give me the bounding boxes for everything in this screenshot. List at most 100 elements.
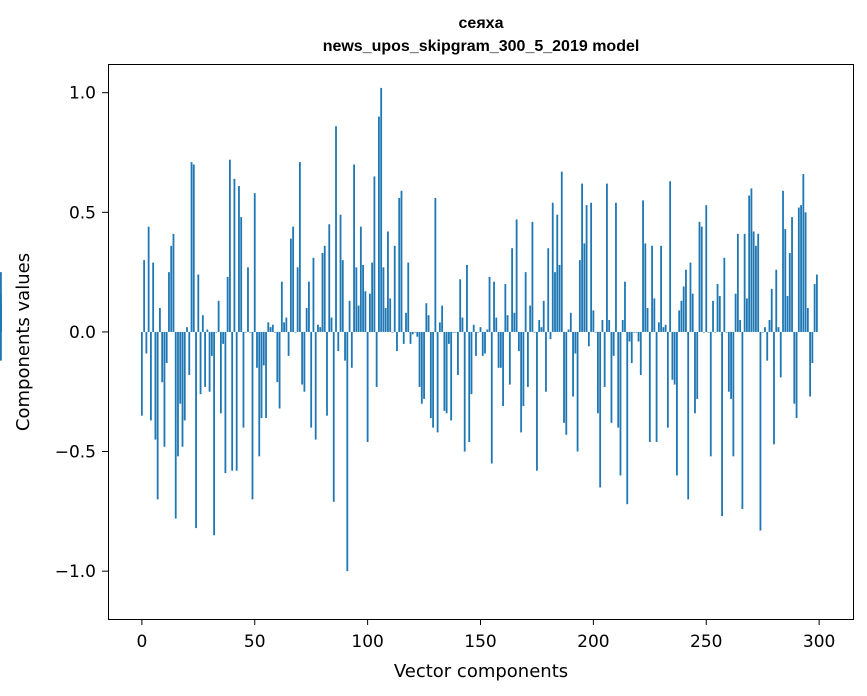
plot-frame xyxy=(108,64,854,620)
bar xyxy=(174,331,177,519)
bar xyxy=(730,331,732,399)
y-tick-label: −1.0 xyxy=(55,562,96,582)
bar xyxy=(287,331,290,356)
bar xyxy=(651,245,653,332)
bar xyxy=(359,226,362,332)
bar xyxy=(619,331,622,476)
bar xyxy=(585,205,588,332)
bar xyxy=(296,267,299,332)
bar xyxy=(533,331,536,333)
bar xyxy=(502,331,504,407)
bar xyxy=(289,238,292,332)
bar xyxy=(750,188,753,332)
bar xyxy=(628,331,631,342)
bar xyxy=(601,319,604,332)
bar xyxy=(265,331,267,419)
bar xyxy=(375,331,378,387)
bar xyxy=(447,331,450,344)
bar xyxy=(402,331,405,344)
bar xyxy=(256,331,258,368)
bar xyxy=(197,274,200,332)
bar xyxy=(662,327,665,332)
bar xyxy=(608,319,611,332)
bar xyxy=(172,233,175,332)
bar xyxy=(188,331,191,375)
bar xyxy=(303,331,306,392)
bar xyxy=(739,319,742,332)
bar xyxy=(764,327,766,332)
bar xyxy=(786,296,789,332)
chart-title-line1: сеяха xyxy=(459,15,504,32)
bar xyxy=(335,126,337,332)
bar xyxy=(199,331,202,395)
bar xyxy=(328,224,331,332)
x-axis-ticks: 0 50 100 150 200 250 300 xyxy=(136,619,835,652)
bar xyxy=(364,291,367,332)
bar xyxy=(373,176,376,332)
bar xyxy=(244,331,247,333)
x-tick-label: 300 xyxy=(803,632,835,652)
bar xyxy=(378,116,380,332)
bar xyxy=(179,331,182,404)
bar xyxy=(156,331,159,500)
bar xyxy=(161,331,164,383)
bar xyxy=(477,331,480,333)
x-tick-label: 0 xyxy=(136,632,147,652)
bar xyxy=(734,293,737,332)
bar xyxy=(725,331,728,333)
bar xyxy=(0,331,2,361)
bar xyxy=(305,308,308,332)
bar xyxy=(666,331,669,428)
bar xyxy=(321,252,324,332)
bar xyxy=(757,233,760,332)
bar xyxy=(511,248,514,332)
bar xyxy=(486,329,489,332)
y-tick-label: −0.5 xyxy=(55,443,96,463)
bar xyxy=(366,331,369,442)
bar xyxy=(768,319,771,332)
bar xyxy=(389,298,392,332)
y-tick-label: 1.0 xyxy=(69,84,96,104)
bar xyxy=(251,331,254,500)
bar xyxy=(698,221,701,332)
bar xyxy=(721,331,723,517)
bar xyxy=(414,331,416,333)
bar xyxy=(572,331,574,397)
bar xyxy=(400,190,403,332)
bar xyxy=(190,162,193,332)
bar xyxy=(475,331,477,356)
bar xyxy=(549,331,552,340)
y-axis-ticks: −1.0 −0.5 0.0 0.5 1.0 xyxy=(55,84,108,582)
bar xyxy=(317,324,319,332)
bar xyxy=(547,248,550,332)
bar xyxy=(522,331,525,407)
bar xyxy=(420,331,423,404)
x-tick-label: 100 xyxy=(351,632,383,652)
bar xyxy=(332,331,335,502)
bar xyxy=(192,164,195,332)
bar xyxy=(253,193,256,332)
bar xyxy=(441,305,444,332)
bar xyxy=(165,331,168,364)
bar xyxy=(806,308,809,332)
bar xyxy=(517,331,520,352)
bar xyxy=(384,308,387,332)
bar xyxy=(472,324,475,332)
bar xyxy=(355,267,358,332)
bar xyxy=(285,317,288,332)
bar xyxy=(371,262,374,332)
bar xyxy=(554,272,556,332)
bar xyxy=(779,331,782,378)
bar xyxy=(775,269,778,332)
bar xyxy=(624,281,626,332)
bar xyxy=(558,264,561,332)
bar xyxy=(357,305,360,332)
bar xyxy=(208,331,211,392)
bar xyxy=(815,274,818,332)
bar xyxy=(350,331,353,368)
x-tick-label: 50 xyxy=(244,632,266,652)
bar xyxy=(626,331,629,505)
bar xyxy=(319,327,322,332)
bar xyxy=(269,327,272,332)
bar xyxy=(147,226,150,332)
